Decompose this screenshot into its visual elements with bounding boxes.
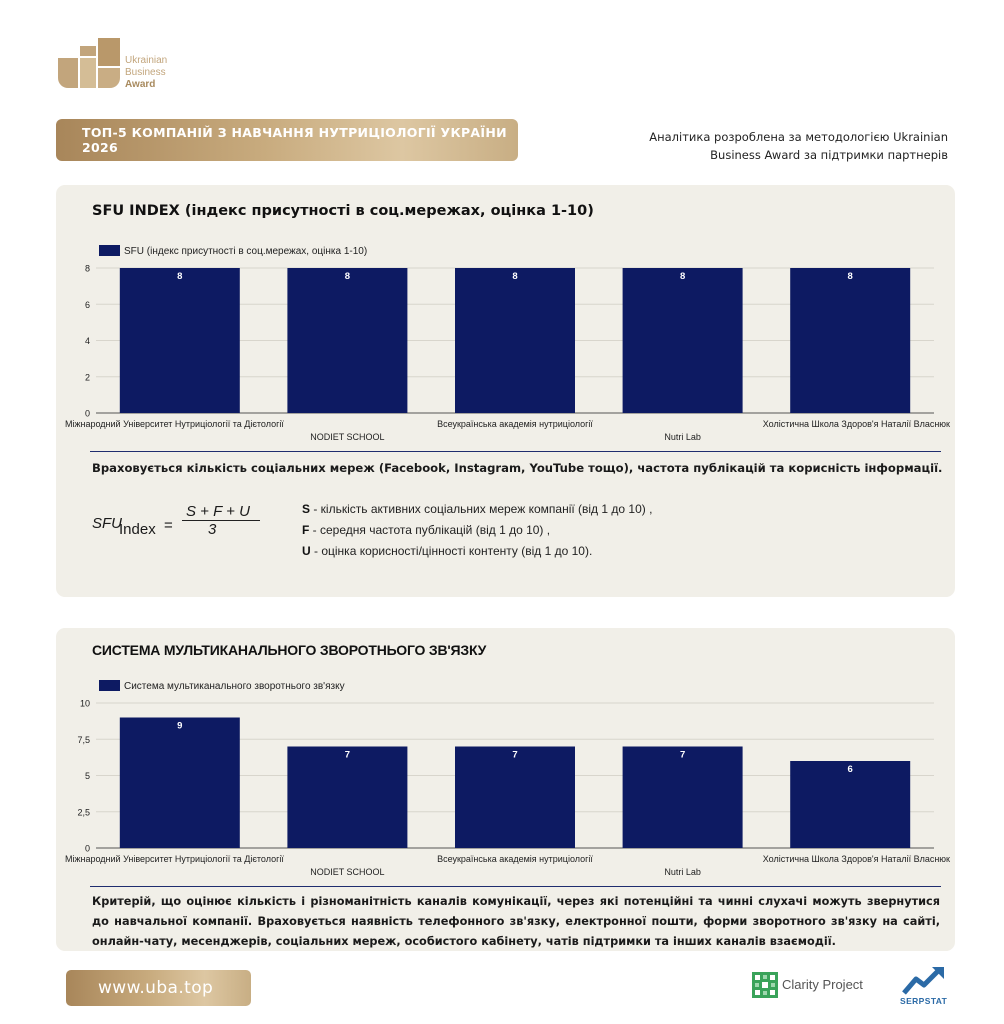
data-label: 9 xyxy=(177,721,182,732)
sfu-chart-container: SFU (індекс присутності в соц.мережах, о… xyxy=(56,240,955,450)
bar xyxy=(455,268,575,413)
legend-label: Система мультиканального зворотнього зв'… xyxy=(124,681,345,692)
sfu-divider xyxy=(90,451,941,452)
sfu-formula: SFU Index = S + F + U 3 xyxy=(92,501,292,551)
feedback-card-title: СИСТЕМА МУЛЬТИКАНАЛЬНОГО ЗВОРОТНЬОГО ЗВ'… xyxy=(92,642,487,658)
y-tick-label: 7,5 xyxy=(77,735,90,745)
definition-s-key: S xyxy=(302,502,311,516)
serpstat-label: SERPSTAT xyxy=(900,996,948,1006)
y-tick-label: 8 xyxy=(85,264,90,274)
bar xyxy=(119,717,240,848)
feedback-divider xyxy=(90,886,941,887)
bar xyxy=(790,761,911,848)
sfu-bar-chart: SFU (індекс присутності в соц.мережах, о… xyxy=(65,245,950,442)
data-label: 6 xyxy=(848,764,853,775)
bar xyxy=(622,268,743,413)
formula-denominator: 3 xyxy=(208,521,217,538)
formula-fraction-bar xyxy=(182,520,260,521)
methodology-note: Аналітика розроблена за методологією Ukr… xyxy=(618,128,948,164)
bar xyxy=(622,746,743,848)
bar xyxy=(119,268,240,413)
bar xyxy=(455,746,575,848)
methodology-note-line1: Аналітика розроблена за методологією Ukr… xyxy=(649,130,948,144)
definition-f: F - середня частота публікацій (від 1 до… xyxy=(302,520,652,541)
logo-text: Ukrainian Business Award xyxy=(125,55,167,91)
legend-swatch xyxy=(99,245,120,256)
definition-f-key: F xyxy=(302,523,310,537)
y-tick-label: 4 xyxy=(85,336,90,346)
category-label: Всеукраїнська академія нутриціології xyxy=(437,854,593,864)
y-tick-label: 0 xyxy=(85,409,90,419)
website-link-text: www.uba.top xyxy=(98,978,214,998)
category-label: Nutri Lab xyxy=(664,867,701,877)
serpstat-icon xyxy=(902,967,944,995)
feedback-card: СИСТЕМА МУЛЬТИКАНАЛЬНОГО ЗВОРОТНЬОГО ЗВ'… xyxy=(56,628,955,951)
definition-f-text: - середня частота публікацій (від 1 до 1… xyxy=(309,523,551,537)
methodology-note-line2: Business Award за підтримки партнерів xyxy=(710,148,948,162)
formula-equals: = xyxy=(164,517,173,534)
definition-s-text: - кількість активних соціальних мереж ко… xyxy=(310,502,653,516)
category-label: Міжнародний Університет Нутриціології та… xyxy=(65,854,284,864)
clarity-project-icon xyxy=(752,972,778,998)
data-label: 7 xyxy=(512,750,517,761)
category-label: Nutri Lab xyxy=(664,432,701,442)
category-label: Міжнародний Університет Нутриціології та… xyxy=(65,419,284,429)
definition-s: S - кількість активних соціальних мереж … xyxy=(302,499,652,520)
y-tick-label: 10 xyxy=(80,699,90,709)
clarity-project-logo: Clarity Project xyxy=(752,972,887,1000)
formula-definitions: S - кількість активних соціальних мереж … xyxy=(302,499,652,562)
bar xyxy=(790,268,911,413)
bar xyxy=(287,268,408,413)
data-label: 8 xyxy=(177,271,182,282)
sfu-index-card: SFU INDEX (індекс присутності в соц.мере… xyxy=(56,185,955,597)
bar xyxy=(287,746,408,848)
uba-logo: Ukrainian Business Award xyxy=(58,36,218,92)
y-tick-label: 0 xyxy=(85,844,90,854)
y-tick-label: 6 xyxy=(85,300,90,310)
logo-line2: Business xyxy=(125,67,166,78)
feedback-note: Критерій, що оцінює кількість і різноман… xyxy=(92,895,940,948)
definition-u: U - оцінка корисності/цінності контенту … xyxy=(302,541,652,562)
feedback-bar-chart: Система мультиканального зворотнього зв'… xyxy=(65,680,950,877)
data-label: 8 xyxy=(512,271,517,282)
website-link[interactable]: www.uba.top xyxy=(66,970,251,1006)
formula-subscript: Index xyxy=(119,521,156,538)
sfu-card-title: SFU INDEX (індекс присутності в соц.мере… xyxy=(92,203,594,219)
formula-numerator: S + F + U xyxy=(186,503,250,520)
logo-line1: Ukrainian xyxy=(125,55,168,66)
category-label: Холістична Школа Здоров'я Наталії Власню… xyxy=(763,854,950,864)
report-title: ТОП-5 КОМПАНІЙ З НАВЧАННЯ НУТРИЦІОЛОГІЇ … xyxy=(82,125,507,155)
y-tick-label: 5 xyxy=(85,771,90,781)
clarity-project-label: Clarity Project xyxy=(782,977,863,992)
logo-line3: Award xyxy=(125,79,156,90)
data-label: 8 xyxy=(680,271,685,282)
serpstat-logo: SERPSTAT xyxy=(898,963,956,1009)
category-label: NODIET SCHOOL xyxy=(310,867,384,877)
category-label: Холістична Школа Здоров'я Наталії Власню… xyxy=(763,419,950,429)
formula-lhs: SFU xyxy=(92,515,122,532)
feedback-chart-container: Система мультиканального зворотнього зв'… xyxy=(56,675,955,885)
definition-u-key: U xyxy=(302,544,311,558)
data-label: 7 xyxy=(680,750,685,761)
uba-logo-mark xyxy=(58,38,120,88)
y-tick-label: 2 xyxy=(85,372,90,382)
category-label: NODIET SCHOOL xyxy=(310,432,384,442)
data-label: 7 xyxy=(345,750,350,761)
data-label: 8 xyxy=(848,271,853,282)
legend-swatch xyxy=(99,680,120,691)
legend-label: SFU (індекс присутності в соц.мережах, о… xyxy=(124,246,367,257)
category-label: Всеукраїнська академія нутриціології xyxy=(437,419,593,429)
y-tick-label: 2,5 xyxy=(77,807,90,817)
sfu-note: Враховується кількість соціальних мереж … xyxy=(92,461,943,475)
data-label: 8 xyxy=(345,271,350,282)
definition-u-text: - оцінка корисності/цінності контенту (в… xyxy=(310,544,593,558)
report-title-banner: ТОП-5 КОМПАНІЙ З НАВЧАННЯ НУТРИЦІОЛОГІЇ … xyxy=(56,119,518,161)
